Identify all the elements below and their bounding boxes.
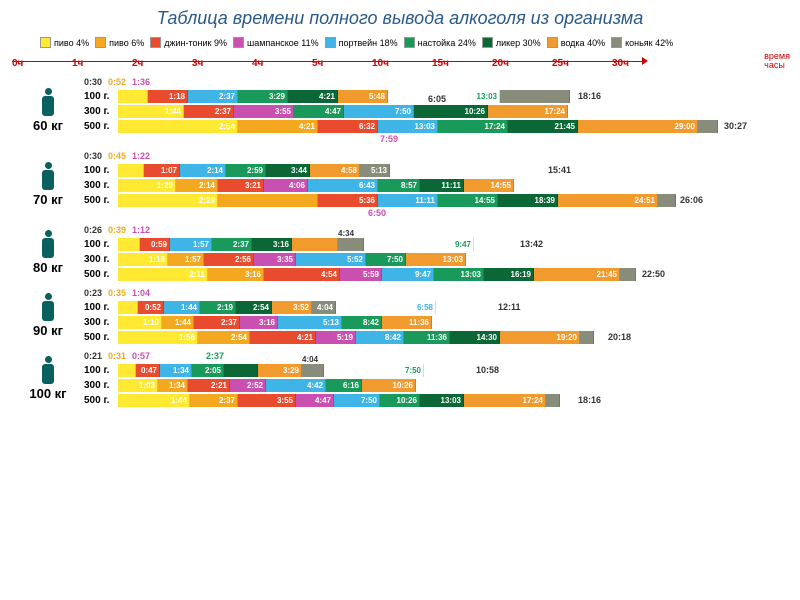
- bar-row: 300 г.1:031:342:212:524:426:1610:26: [84, 378, 788, 392]
- legend-item: настойка 24%: [404, 37, 476, 48]
- person-icon: [40, 356, 56, 384]
- legend-item: водка 40%: [547, 37, 605, 48]
- weight-group: 70 кг0:300:451:22100 г.1:072:142:593:444…: [12, 150, 788, 218]
- person-icon: [40, 88, 56, 116]
- weight-group: 80 кг0:260:391:12100 г.0:591:572:373:164…: [12, 224, 788, 281]
- bar-row: 300 г.1:292:143:214:066:438:5711:1114:55: [84, 178, 788, 192]
- bar-row: 100 г.1:072:142:593:444:585:1315:41: [84, 163, 788, 177]
- bar-row: 300 г.1:101:442:373:165:138:4211:36: [84, 315, 788, 329]
- legend-item: коньяк 42%: [611, 37, 673, 48]
- weight-label: 60 кг: [33, 118, 63, 133]
- bar-row: 300 г.1:181:572:563:355:527:5013:03: [84, 252, 788, 266]
- legend-item: пиво 4%: [40, 37, 89, 48]
- legend: пиво 4% пиво 6% джин-тоник 9% шампанское 11…: [12, 37, 788, 48]
- bar-row: 500 г.2:113:164:545:599:4713:0316:1921:4…: [84, 267, 788, 281]
- bar-row: 100 г.0:591:572:373:164:349:4713:42: [84, 237, 788, 251]
- bar-row: 500 г.1:442:373:554:477:5010:2613:0317:2…: [84, 393, 788, 407]
- chart-title: Таблица времени полного вывода алкоголя …: [12, 8, 788, 29]
- weight-label: 80 кг: [33, 260, 63, 275]
- person-icon: [40, 293, 56, 321]
- bar-row: 500 г.1:562:544:215:198:4211:3614:3019:2…: [84, 330, 788, 344]
- weight-label: 90 кг: [33, 323, 63, 338]
- weight-group: 100 кг0:210:310:572:37100 г.0:471:342:05…: [12, 350, 788, 407]
- weight-group: 90 кг0:230:351:04100 г.0:521:442:192:543…: [12, 287, 788, 344]
- bar-row: 100 г.0:471:342:053:294:047:5010:58: [84, 363, 788, 377]
- legend-item: джин-тоник 9%: [150, 37, 227, 48]
- legend-item: пиво 6%: [95, 37, 144, 48]
- person-icon: [40, 162, 56, 190]
- legend-item: ликер 30%: [482, 37, 541, 48]
- legend-item: портвейн 18%: [325, 37, 398, 48]
- weight-label: 100 кг: [29, 386, 66, 401]
- legend-item: шампанское 11%: [233, 37, 319, 48]
- weight-group: 60 кг0:300:521:36100 г.1:182:373:294:215…: [12, 76, 788, 144]
- bar-row: 500 г.2:295:3611:1114:5518:3924:5126:06: [84, 193, 788, 207]
- bar-row: 300 г.1:442:373:554:477:5010:2617:246:05: [84, 104, 788, 118]
- person-icon: [40, 230, 56, 258]
- time-axis: 0ч1ч2ч3ч4ч5ч10ч15ч20ч25ч30чвремячасы: [12, 52, 788, 74]
- weight-label: 70 кг: [33, 192, 63, 207]
- bar-row: 100 г.0:521:442:192:543:524:046:5812:11: [84, 300, 788, 314]
- bar-row: 500 г.2:544:216:3213:0317:2421:4529:0030…: [84, 119, 788, 133]
